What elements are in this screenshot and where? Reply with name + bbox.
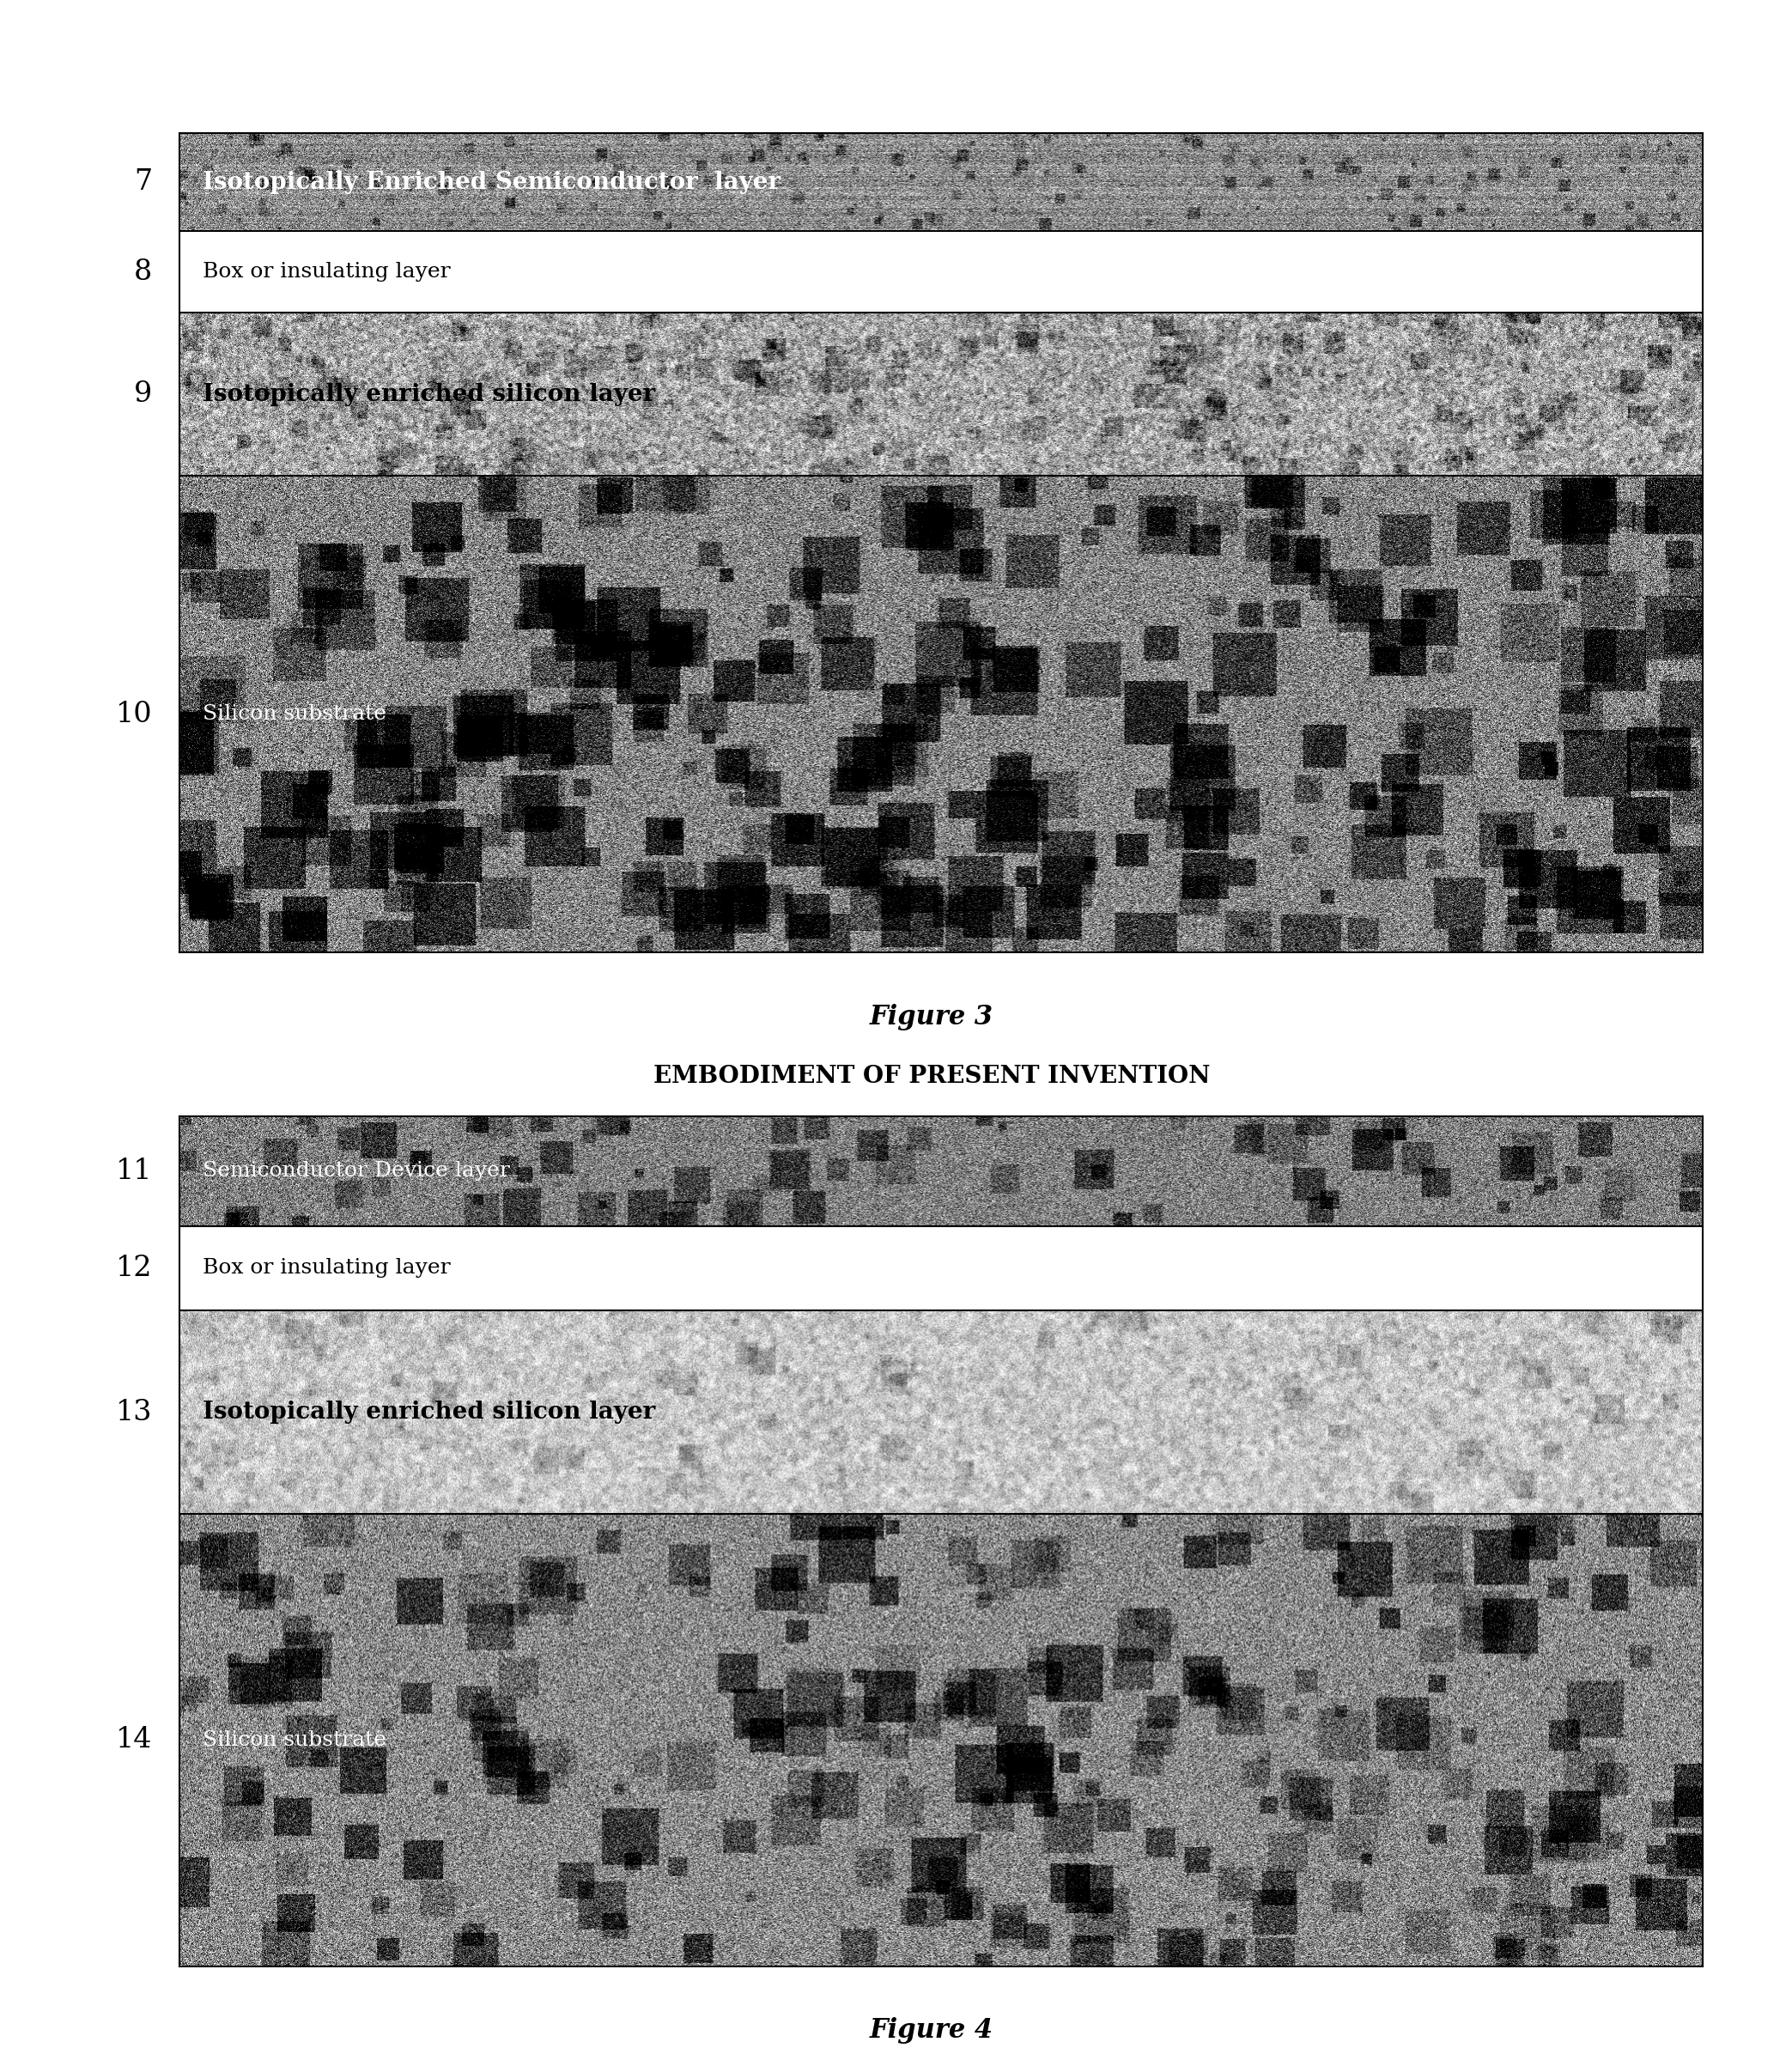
Text: Isotopically enriched silicon layer: Isotopically enriched silicon layer <box>202 1401 656 1423</box>
Text: 11: 11 <box>116 1157 152 1186</box>
Text: 7: 7 <box>134 168 152 197</box>
Text: Silicon substrate: Silicon substrate <box>202 1731 387 1749</box>
Text: 12: 12 <box>116 1255 152 1282</box>
Text: 13: 13 <box>116 1399 152 1425</box>
Text: EMBODIMENT OF PRESENT INVENTION: EMBODIMENT OF PRESENT INVENTION <box>654 1065 1210 1087</box>
Text: 14: 14 <box>116 1726 152 1753</box>
Text: 9: 9 <box>134 381 152 408</box>
Text: 8: 8 <box>134 258 152 285</box>
Text: Box or insulating layer: Box or insulating layer <box>202 1257 452 1278</box>
Text: Silicon substrate: Silicon substrate <box>202 705 387 723</box>
Text: Isotopically Enriched Semiconductor  layer: Isotopically Enriched Semiconductor laye… <box>202 170 781 195</box>
Text: Box or insulating layer: Box or insulating layer <box>202 262 452 283</box>
Text: Figure 3: Figure 3 <box>869 1004 995 1030</box>
Text: Semiconductor Device layer: Semiconductor Device layer <box>202 1161 511 1182</box>
Text: Figure 4: Figure 4 <box>869 2017 995 2044</box>
Text: 10: 10 <box>116 700 152 727</box>
Text: Isotopically enriched silicon layer: Isotopically enriched silicon layer <box>202 383 656 406</box>
